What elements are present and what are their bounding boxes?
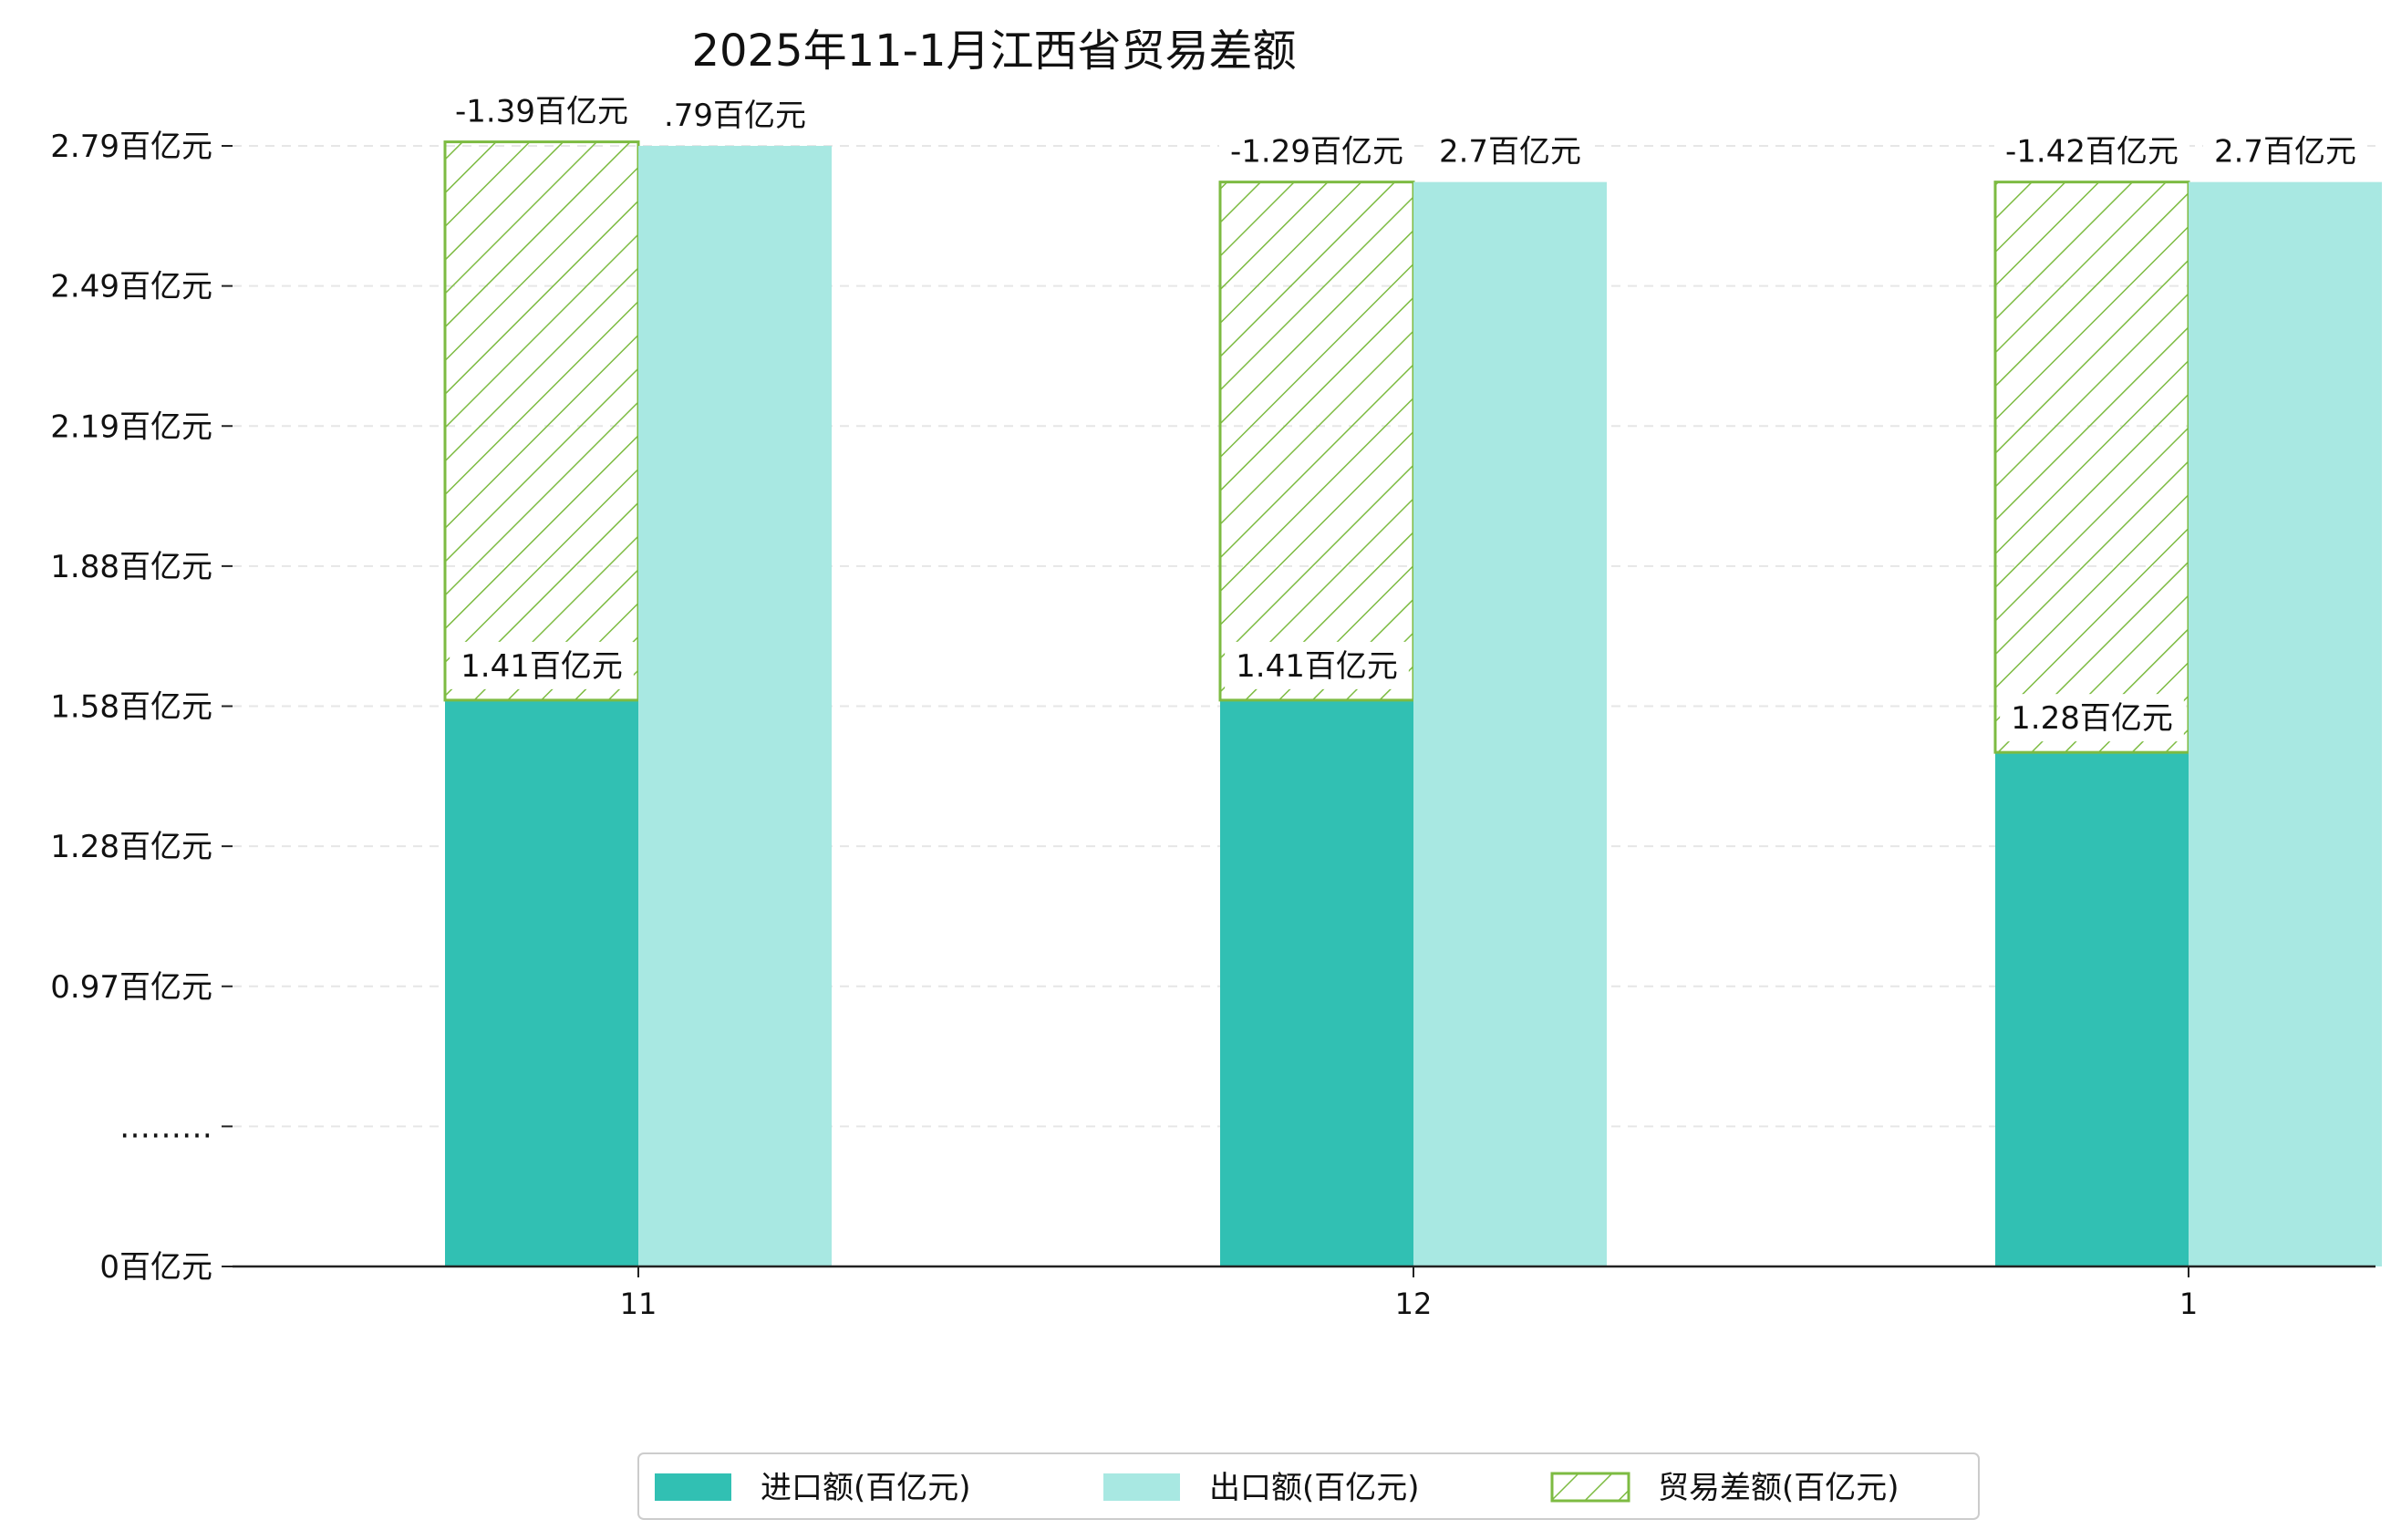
export-data-label-bg [1427, 127, 1593, 175]
export-bar [638, 146, 832, 1266]
export-data-label: .79百亿元 [664, 98, 806, 134]
trade-balance-bar [443, 140, 640, 702]
data-labels: .79百亿元 -1.39百亿元 1.41百亿元 2.7百亿元 -1.29百亿元 1.41百… [444, 87, 2368, 742]
chart-title: 2025年11-1月江西省贸易差额 [691, 26, 1296, 77]
y-tick-label: 2.79百亿元 [50, 129, 212, 165]
balance-data-label: -1.39百亿元 [455, 94, 628, 130]
import-data-label: 1.41百亿元 [1236, 648, 1398, 685]
import-bar [1995, 752, 2189, 1266]
import-data-label-bg [1225, 641, 1409, 689]
axes: 0百亿元 ……… 0.97百亿元 1.28百亿元 1.58百亿元 1.88百亿元 2.19百… [50, 129, 2375, 1321]
import-data-label: 1.41百亿元 [461, 648, 623, 685]
balance-data-label-bg [1994, 127, 2189, 175]
bars [443, 140, 2382, 1267]
y-tick-label: ……… [119, 1109, 212, 1145]
import-data-label-bg [2000, 694, 2184, 742]
export-data-label-bg [2202, 127, 2368, 175]
export-data-label: 2.7百亿元 [1439, 134, 1581, 171]
legend-label: 贸易差额(百亿元) [1658, 1470, 1899, 1506]
y-tick-label: 2.49百亿元 [50, 269, 212, 305]
balance-data-label: -1.42百亿元 [2005, 134, 2179, 171]
x-tick-label: 11 [620, 1287, 657, 1321]
legend: 进口额(百亿元) 出口额(百亿元) 贸易差额(百亿元) [637, 1452, 1980, 1520]
export-data-label-bg [652, 91, 818, 139]
y-tick-label: 1.58百亿元 [50, 689, 212, 726]
y-tick-label: 1.88百亿元 [50, 549, 212, 585]
trade-balance-bar [1218, 181, 1415, 702]
legend-swatch-balance [1550, 1472, 1630, 1503]
balance-data-label-bg [444, 87, 639, 135]
import-bar [1220, 699, 1413, 1266]
legend-swatch-import [655, 1473, 731, 1501]
y-tick-label: 1.28百亿元 [50, 829, 212, 865]
trade-balance-bar [1993, 181, 2190, 754]
balance-data-label-bg [1219, 127, 1414, 175]
legend-swatch-export [1103, 1473, 1180, 1501]
import-data-label: 1.28百亿元 [2011, 700, 2173, 737]
export-bar [2189, 181, 2382, 1267]
y-tick-label: 0百亿元 [99, 1249, 212, 1286]
legend-label: 进口额(百亿元) [761, 1470, 971, 1506]
export-bar [1413, 181, 1607, 1267]
export-data-label: 2.7百亿元 [2214, 134, 2356, 171]
x-tick-label: 12 [1395, 1287, 1433, 1321]
x-tick-label: 1 [2179, 1287, 2198, 1321]
y-tick-label: 2.19百亿元 [50, 408, 212, 445]
y-tick-label: 0.97百亿元 [50, 969, 212, 1006]
legend-box [637, 1452, 1980, 1520]
import-data-label-bg [450, 641, 634, 689]
legend-label: 出口额(百亿元) [1209, 1470, 1420, 1506]
import-bar [445, 699, 638, 1266]
balance-data-label: -1.29百亿元 [1230, 134, 1403, 171]
